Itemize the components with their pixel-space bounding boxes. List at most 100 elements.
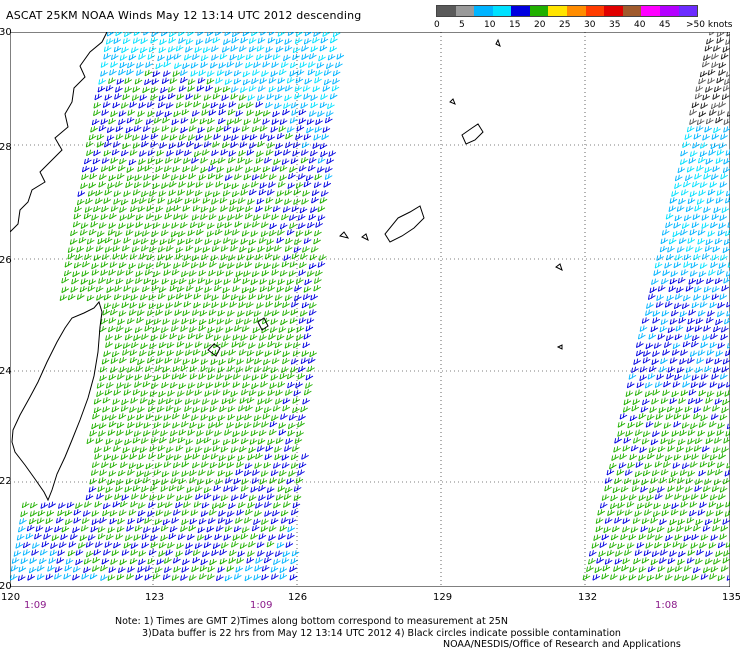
wind-barb	[45, 526, 53, 533]
wind-barb	[294, 85, 303, 92]
wind-barb	[154, 518, 163, 525]
wind-barb	[683, 253, 692, 261]
wind-barb	[314, 277, 322, 284]
wind-barb	[191, 357, 199, 365]
island-9	[556, 344, 563, 350]
wind-barb	[292, 53, 300, 61]
wind-barb	[257, 293, 266, 301]
wind-barb	[661, 509, 670, 517]
wind-barb	[248, 37, 257, 44]
wind-barb	[674, 374, 682, 381]
wind-barb	[36, 517, 45, 525]
wind-barb	[180, 126, 188, 134]
wind-barb	[13, 550, 22, 557]
wind-barb	[310, 206, 318, 214]
wind-barb	[654, 381, 663, 388]
wind-barb	[281, 213, 289, 221]
wind-barb	[689, 229, 698, 236]
wind-barb	[207, 373, 216, 381]
wind-barb	[180, 69, 188, 76]
wind-barb	[246, 149, 255, 156]
wind-barb	[105, 38, 114, 45]
wind-barb	[270, 566, 279, 573]
wind-barb	[29, 510, 38, 517]
wind-barb	[322, 85, 331, 92]
wind-barb	[165, 302, 174, 309]
wind-barb	[691, 533, 699, 541]
wind-barb	[661, 430, 669, 437]
wind-barb	[71, 278, 79, 285]
wind-barb	[652, 430, 660, 438]
wind-barb	[165, 397, 174, 405]
wind-map	[10, 32, 730, 587]
wind-barb	[196, 534, 205, 541]
wind-barb	[201, 350, 209, 357]
wind-barb	[275, 494, 284, 501]
wind-barb	[96, 133, 105, 141]
wind-barb	[671, 349, 680, 356]
wind-barb	[308, 302, 317, 309]
wind-barb	[131, 246, 140, 253]
wind-barb	[238, 301, 246, 309]
wind-barb	[203, 541, 212, 549]
wind-barb	[32, 542, 40, 549]
wind-barb	[257, 37, 266, 44]
wind-barb	[184, 405, 192, 413]
wind-barb	[117, 165, 126, 172]
wind-barb	[713, 85, 722, 93]
wind-barb	[158, 286, 167, 293]
wind-barb	[150, 86, 159, 94]
wind-barb	[705, 437, 714, 445]
wind-barb	[291, 252, 300, 260]
wind-barb	[683, 373, 691, 381]
wind-barb	[141, 134, 149, 141]
wind-barb	[629, 453, 638, 461]
wind-barb	[299, 61, 308, 69]
wind-barb	[218, 461, 226, 469]
wind-barb	[123, 285, 131, 292]
wind-barb	[240, 37, 249, 44]
wind-barb	[112, 141, 121, 148]
wind-barb	[184, 293, 193, 300]
wind-barb	[95, 197, 103, 205]
wind-barb	[614, 437, 622, 444]
wind-barb	[255, 502, 263, 509]
wind-barb	[284, 389, 293, 396]
wind-barb	[150, 238, 159, 245]
wind-barb	[191, 565, 199, 573]
wind-barb	[709, 181, 718, 188]
wind-barb	[604, 485, 612, 492]
wind-barb	[235, 165, 243, 172]
wind-barb	[97, 533, 106, 540]
wind-barb	[690, 422, 698, 430]
wind-barb	[104, 541, 113, 548]
wind-barb	[134, 374, 143, 381]
wind-barb	[149, 390, 158, 397]
wind-barb	[714, 277, 723, 285]
wind-barb	[28, 518, 37, 525]
wind-barb	[696, 165, 704, 172]
wind-barb	[268, 86, 277, 93]
wind-barb	[110, 205, 119, 212]
wind-barb	[103, 454, 112, 461]
wind-barb	[34, 533, 42, 540]
wind-barb	[710, 142, 719, 150]
wind-barb	[718, 453, 726, 460]
wind-barb	[660, 549, 668, 556]
wind-barb	[242, 70, 251, 78]
wind-barb	[691, 453, 699, 460]
wind-barb	[315, 118, 323, 126]
wind-barb	[724, 229, 730, 237]
wind-barb	[627, 421, 636, 429]
wind-barb	[634, 470, 643, 478]
wind-barb	[137, 205, 146, 213]
wind-barb	[320, 190, 329, 197]
wind-barb	[61, 277, 69, 284]
wind-barb	[141, 333, 149, 341]
wind-barb	[271, 165, 280, 172]
island-5	[339, 231, 350, 239]
wind-barb	[114, 334, 123, 341]
wind-barb	[95, 189, 103, 197]
wind-barb	[636, 502, 645, 510]
wind-barb	[635, 341, 644, 348]
